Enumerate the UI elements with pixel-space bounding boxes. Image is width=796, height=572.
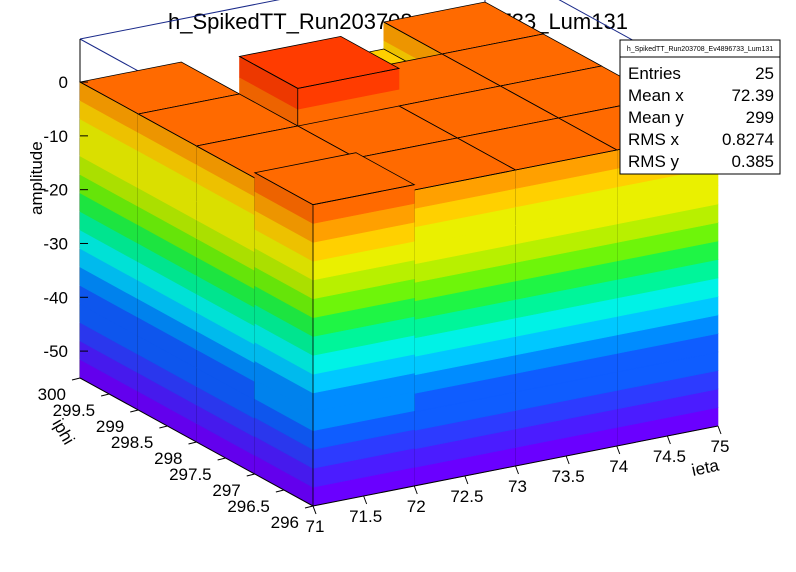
y-tick-label: 299.5 bbox=[53, 401, 96, 420]
y-axis-label: iphi bbox=[49, 416, 79, 448]
stats-value: 25 bbox=[755, 64, 774, 83]
stats-value: 0.8274 bbox=[722, 130, 774, 149]
stats-value: 0.385 bbox=[731, 152, 774, 171]
stats-label: Mean x bbox=[628, 86, 684, 105]
z-tick-label: -50 bbox=[43, 342, 68, 361]
axis-ticks: 71 71.5 72 72.5 73 73.5 74 74.5 75 296296.5297297… bbox=[38, 73, 730, 536]
x-tick-label: 74 bbox=[609, 457, 628, 476]
z-tick-label: -40 bbox=[43, 288, 68, 307]
stats-label: RMS x bbox=[628, 130, 680, 149]
y-tick-label: 297.5 bbox=[169, 465, 212, 484]
y-tick-label: 296.5 bbox=[227, 497, 270, 516]
z-tick-label: -20 bbox=[43, 181, 68, 200]
bars bbox=[78, 1, 720, 507]
x-tick-label: 72.5 bbox=[450, 487, 483, 506]
y-tick-label: 298.5 bbox=[111, 433, 154, 452]
z-tick-label: 0 bbox=[59, 73, 68, 92]
stats-value: 299 bbox=[746, 108, 774, 127]
x-tick-label: 73 bbox=[508, 477, 527, 496]
x-axis-label: ieta bbox=[690, 456, 721, 480]
y-tick-label: 298 bbox=[154, 449, 182, 468]
z-tick-label: -30 bbox=[43, 234, 68, 253]
x-tick-label: 73.5 bbox=[552, 467, 585, 486]
lego-bar bbox=[253, 152, 416, 507]
stats-label: Entries bbox=[628, 64, 681, 83]
stats-label: Mean y bbox=[628, 108, 684, 127]
stats-title: h_SpikedTT_Run203708_Ev4896733_Lum131 bbox=[627, 46, 773, 53]
y-tick-label: 296 bbox=[271, 513, 299, 532]
stats-value: 72.39 bbox=[731, 86, 774, 105]
x-tick-label: 71.5 bbox=[349, 507, 382, 526]
z-axis-label: amplitude bbox=[27, 141, 46, 215]
x-tick-label: 74.5 bbox=[653, 447, 686, 466]
stats-box: h_SpikedTT_Run203708_Ev4896733_Lum131 En… bbox=[619, 39, 781, 175]
x-tick-label: 75 bbox=[711, 437, 730, 456]
stats-label: RMS y bbox=[628, 152, 680, 171]
y-tick-label: 299 bbox=[96, 417, 124, 436]
x-tick-label: 72 bbox=[407, 497, 426, 516]
y-tick-label: 297 bbox=[212, 481, 240, 500]
x-tick-label: 71 bbox=[306, 517, 325, 536]
y-tick-label: 300 bbox=[38, 385, 66, 404]
z-tick-label: -10 bbox=[43, 127, 68, 146]
